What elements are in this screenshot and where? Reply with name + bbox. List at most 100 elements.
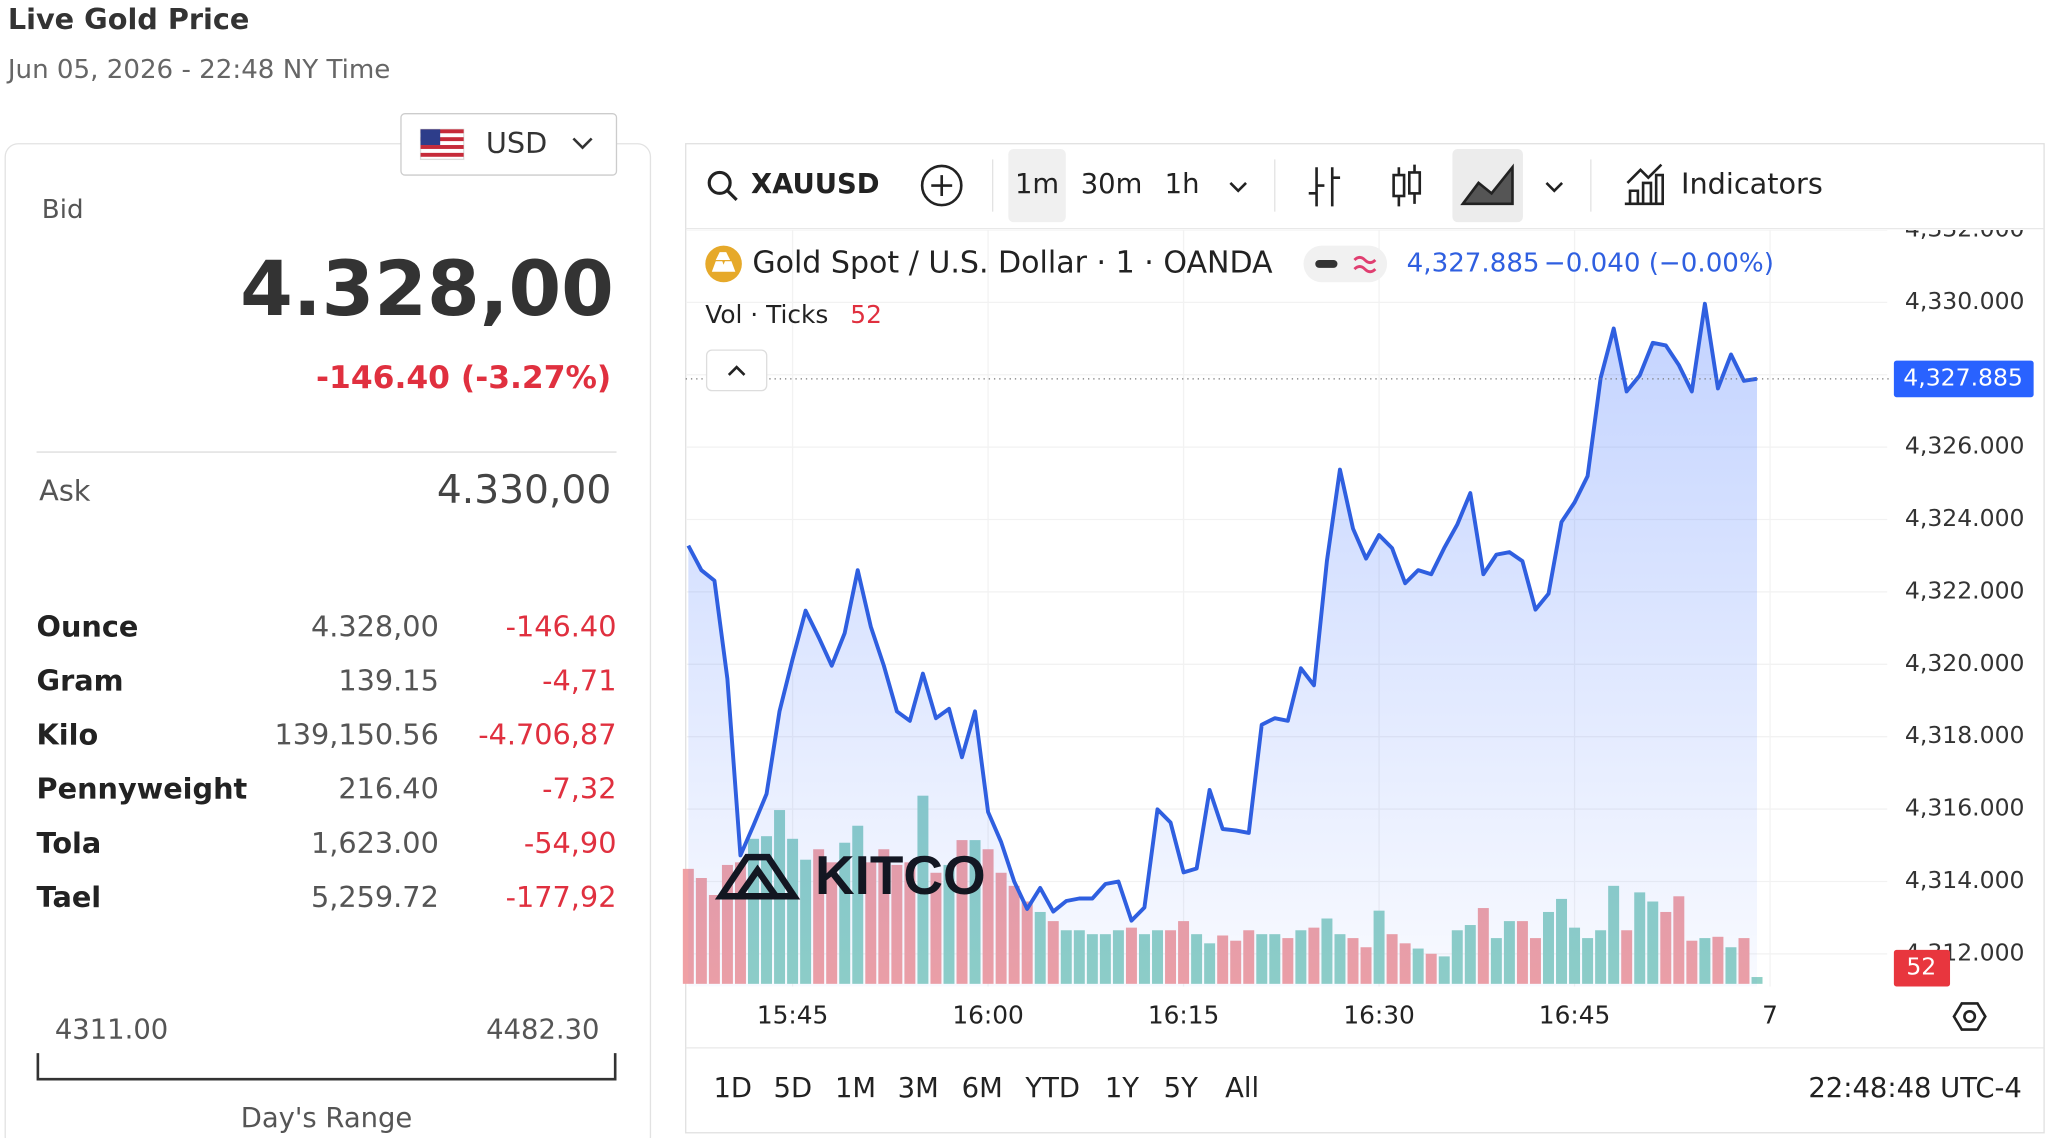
- y-tick-label: 4,326.000: [1905, 432, 2025, 460]
- candles-icon: [1407, 171, 1422, 195]
- collapse-button[interactable]: [705, 349, 768, 392]
- symbol-logo: [705, 245, 742, 283]
- unit-price: 5,259.72: [311, 880, 439, 914]
- last-volume-label: 52: [1906, 953, 1936, 981]
- last-price-box: [1893, 360, 2034, 398]
- range-group: 1D 5D 1M 3M 6M YTD 1Y 5Y All: [713, 1073, 1259, 1104]
- area-fill: [688, 303, 1758, 987]
- range-low: 4311.00: [55, 1014, 168, 1045]
- settings-icon: [1963, 1009, 1977, 1024]
- range-button[interactable]: 1Y: [1105, 1073, 1139, 1104]
- x-tick-label: 16:30: [1343, 1000, 1415, 1029]
- currency-select[interactable]: USD: [400, 113, 618, 176]
- y-tick-label: 4,330.000: [1905, 287, 2025, 315]
- symbol-logo: [711, 252, 736, 272]
- y-tick-label: 4,324.000: [1905, 504, 2025, 532]
- unit-table: Ounce 4.328,00 -146.40 Gram 139.15 -4,71 Kilo 1…: [37, 609, 617, 913]
- ask-label: Ask: [39, 474, 91, 508]
- unit-price: 139.15: [338, 664, 438, 698]
- status-icon: [1315, 260, 1338, 268]
- search-icon: [726, 189, 738, 202]
- unit-name: Kilo: [37, 718, 99, 752]
- indicators-icon[interactable]: [1624, 163, 1664, 206]
- unit-change: -4.706,87: [478, 718, 616, 752]
- range-button[interactable]: 1M: [835, 1073, 876, 1104]
- currency-label[interactable]: USD: [486, 126, 547, 160]
- unit-change: -7,32: [542, 772, 616, 806]
- volume-legend-value: 52: [850, 300, 882, 329]
- x-tick-label: 16:15: [1148, 1000, 1220, 1029]
- interval-button[interactable]: 1h: [1165, 169, 1200, 200]
- search-icon: [707, 170, 732, 195]
- area-icon[interactable]: [1460, 163, 1514, 206]
- chevron: [572, 137, 593, 150]
- unit-change: -4,71: [542, 664, 616, 698]
- range-button[interactable]: 5Y: [1164, 1073, 1198, 1104]
- unit-price: 1,623.00: [311, 826, 439, 860]
- price-card: [4, 143, 652, 1138]
- unit-name: Gram: [37, 664, 124, 698]
- range-button[interactable]: 3M: [898, 1073, 939, 1104]
- unit-name: Pennyweight: [37, 772, 248, 806]
- volume-legend: Vol · Ticks: [705, 300, 828, 329]
- chevron: [727, 365, 746, 376]
- plot: 4,312.0004,314.0004,316.0004,318.0004,32…: [682, 229, 2034, 1029]
- range-button[interactable]: 5D: [774, 1073, 813, 1104]
- active-interval-bg: [1008, 148, 1066, 223]
- symbol-search[interactable]: XAUUSD: [707, 169, 880, 202]
- chart-title: Gold Spot / U.S. Dollar · 1 · OANDA: [752, 245, 1273, 280]
- range-button[interactable]: YTD: [1024, 1073, 1080, 1104]
- range-bracket: [36, 1053, 617, 1081]
- clock: 22:48:48 UTC-4: [1808, 1073, 2022, 1104]
- unit-name: Ounce: [37, 609, 139, 643]
- range-label: Day's Range: [241, 1103, 413, 1134]
- unit-name: Tola: [37, 826, 102, 860]
- indicators-button[interactable]: Indicators: [1681, 167, 1823, 201]
- legend-change: −0.040 (−0.00%): [1544, 248, 1774, 278]
- bid-label: Bid: [42, 195, 84, 225]
- chevron[interactable]: [1545, 181, 1564, 193]
- unit-price: 139,150.56: [274, 718, 438, 752]
- chevron[interactable]: [1229, 181, 1247, 193]
- compare-button[interactable]: [920, 164, 963, 207]
- x-tick-label: 7: [1762, 1000, 1778, 1029]
- plus-icon[interactable]: [920, 164, 963, 207]
- settings-icon[interactable]: [1952, 1002, 1987, 1031]
- symbol[interactable]: XAUUSD: [751, 169, 880, 200]
- y-tick-label: 4,314.000: [1905, 866, 2025, 894]
- interval-button[interactable]: 30m: [1081, 169, 1143, 200]
- page-title: Live Gold Price: [8, 2, 250, 36]
- last-volume-box: [1893, 949, 1951, 987]
- interval-button[interactable]: 1m: [1015, 169, 1059, 200]
- interval-group: 1m 30m 1h: [1015, 169, 1199, 200]
- range-button[interactable]: 6M: [962, 1073, 1003, 1104]
- us-flag: [419, 128, 465, 161]
- settings-button[interactable]: [1952, 1002, 1987, 1031]
- candles-icon: [1392, 173, 1406, 198]
- range-button[interactable]: All: [1225, 1073, 1259, 1104]
- status-pill[interactable]: [1303, 245, 1388, 283]
- x-tick-label: 16:00: [952, 1000, 1024, 1029]
- y-tick-label: 4,320.000: [1905, 649, 2025, 677]
- volume-bar: [1751, 977, 1763, 984]
- ask-price: 4.330,00: [437, 468, 611, 513]
- unit-change: -177,92: [506, 880, 617, 914]
- y-tick-label: 4,316.000: [1905, 794, 2025, 822]
- y-tick-label: 4,318.000: [1905, 721, 2025, 749]
- unit-name: Tael: [37, 880, 102, 914]
- last-price-label: 4,327.885: [1903, 363, 2023, 391]
- bid-change: -146.40 (-3.27%): [316, 360, 611, 396]
- plus-icon: [931, 175, 953, 196]
- range-button[interactable]: 1D: [713, 1073, 752, 1104]
- price-line: [686, 301, 1758, 923]
- x-tick-label: 15:45: [757, 1000, 829, 1029]
- x-tick-label: 16:45: [1539, 1000, 1611, 1029]
- unit-change: -54,90: [524, 826, 617, 860]
- unit-price: 4.328,00: [311, 609, 439, 643]
- unit-price: 216.40: [338, 772, 438, 806]
- y-tick-label: 4,322.000: [1905, 576, 2025, 604]
- bars-icon[interactable]: [1308, 167, 1341, 207]
- status-icon: [1353, 255, 1377, 274]
- bid-price: 4.328,00: [240, 245, 614, 333]
